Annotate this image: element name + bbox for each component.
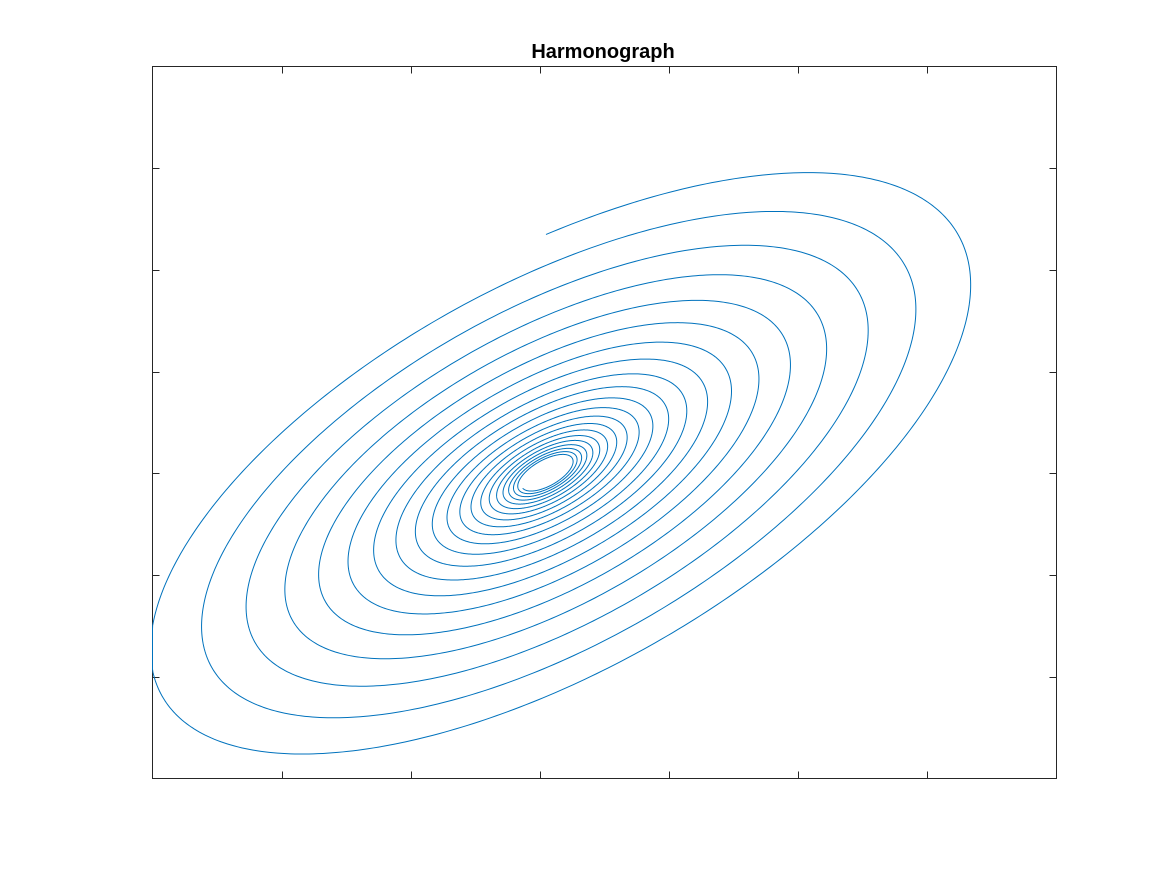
axis-ticks	[152, 66, 1057, 779]
chart-title: Harmonograph	[531, 41, 674, 63]
axes-box	[152, 66, 1057, 779]
harmonograph-curve	[152, 172, 972, 755]
series-group	[152, 172, 972, 755]
